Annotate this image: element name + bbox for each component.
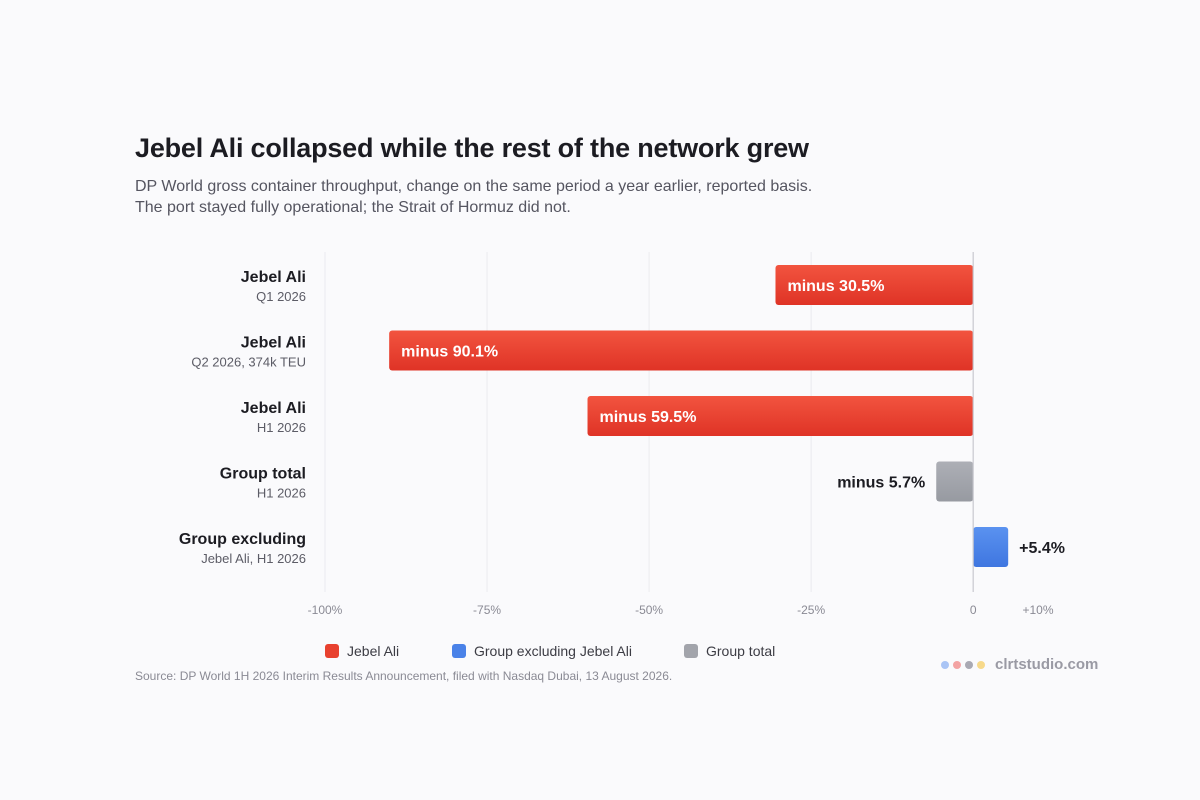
chart-subtitle-line-2: The port stayed fully operational; the S…: [135, 199, 571, 216]
category-label-1: Jebel Ali: [241, 335, 306, 352]
legend-swatch-group-excluding: [452, 644, 466, 658]
value-label-1: minus 90.1%: [401, 344, 498, 361]
bar-3: [936, 461, 974, 502]
category-sublabel-0: Q1 2026: [256, 289, 306, 304]
x-tick-label-1: -75%: [473, 603, 501, 617]
x-tick-label-5: +10%: [1022, 603, 1053, 617]
bar-4: [973, 527, 1009, 567]
category-sublabel-1: Q2 2026, 374k TEU: [191, 355, 306, 370]
value-label-3: minus 5.7%: [837, 475, 925, 492]
legend-label-group-excluding: Group excluding Jebel Ali: [474, 643, 632, 659]
brand-dot-3: [965, 660, 973, 669]
bar-0: [775, 265, 974, 305]
legend-label-jebel-ali: Jebel Ali: [347, 643, 400, 659]
x-tick-label-3: -25%: [797, 603, 825, 617]
brand-name: clrtstudio.com: [995, 656, 1099, 673]
brand-logo: clrtstudio.com: [941, 656, 1098, 673]
legend-item-jebel-ali: Jebel Ali: [325, 643, 399, 659]
bar-2: [587, 396, 974, 436]
value-label-4: +5.4%: [1019, 540, 1065, 557]
brand-dot-1: [941, 660, 949, 669]
chart-title: Jebel Ali collapsed while the rest of th…: [135, 133, 809, 163]
category-label-2: Jebel Ali: [241, 400, 306, 417]
brand-dot-4: [977, 660, 985, 669]
source-note: Source: DP World 1H 2026 Interim Results…: [135, 669, 673, 683]
x-tick-label-0: -100%: [308, 603, 343, 617]
category-label-4: Group excluding: [179, 531, 306, 548]
category-label-0: Jebel Ali: [241, 269, 306, 286]
legend-item-group-excluding: Group excluding Jebel Ali: [452, 643, 632, 659]
chart-subtitle-line-1: DP World gross container throughput, cha…: [135, 178, 813, 195]
bar-1: [389, 330, 974, 371]
x-tick-label-2: -50%: [635, 603, 663, 617]
legend-item-group-total: Group total: [684, 643, 775, 659]
value-label-0: minus 30.5%: [787, 278, 884, 295]
category-sublabel-3: H1 2026: [257, 486, 306, 501]
category-label-3: Group total: [220, 466, 306, 483]
brand-dot-2: [953, 660, 961, 669]
category-sublabel-2: H1 2026: [257, 420, 306, 435]
x-tick-label-4: 0: [970, 603, 977, 617]
legend-label-group-total: Group total: [706, 643, 776, 659]
legend-swatch-group-total: [684, 644, 698, 658]
category-sublabel-4: Jebel Ali, H1 2026: [201, 551, 306, 566]
value-label-2: minus 59.5%: [600, 409, 697, 426]
legend-swatch-jebel-ali: [325, 644, 339, 658]
